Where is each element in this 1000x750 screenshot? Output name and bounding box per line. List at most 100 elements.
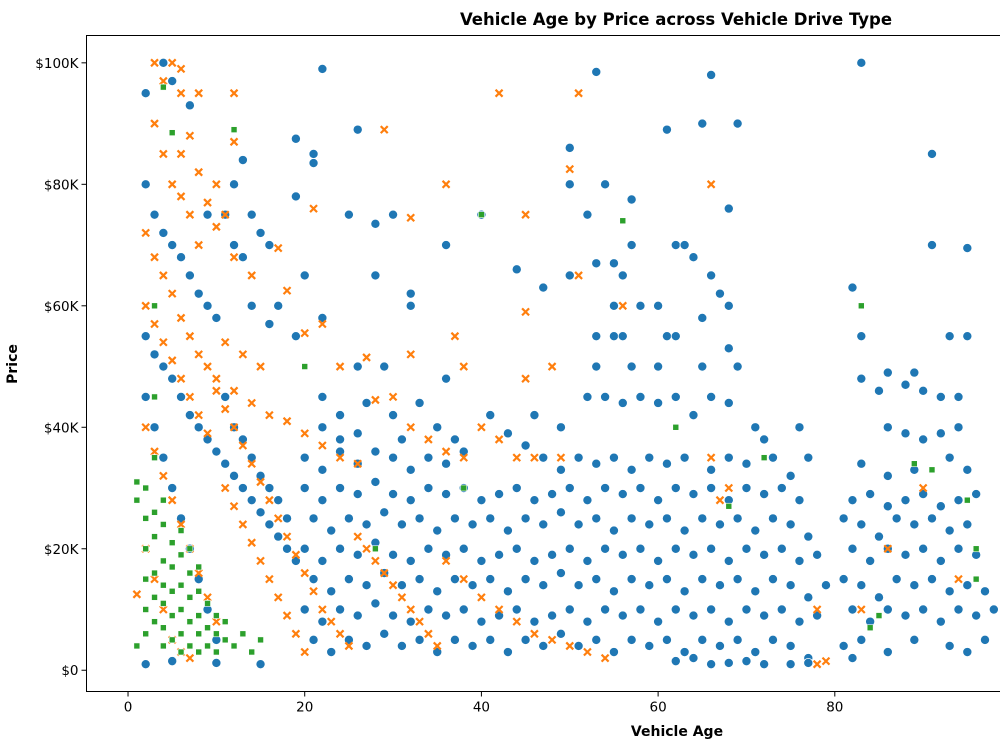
- data-point: [326, 647, 337, 658]
- data-point: [467, 640, 478, 651]
- data-point: [379, 507, 390, 518]
- data-point: [926, 148, 937, 159]
- data-point: [220, 458, 231, 469]
- data-point: [776, 604, 787, 615]
- data-point: [573, 640, 584, 651]
- data-point: [335, 453, 345, 462]
- data-point: [150, 58, 159, 68]
- data-point: [142, 515, 149, 522]
- data-point: [352, 428, 363, 439]
- data-point: [547, 362, 557, 371]
- data-point: [600, 179, 611, 190]
- data-point: [273, 531, 284, 542]
- data-point: [396, 580, 407, 591]
- data-point: [246, 209, 257, 220]
- data-point: [414, 634, 425, 645]
- data-point: [257, 636, 264, 644]
- data-point: [521, 307, 530, 317]
- data-point: [591, 331, 602, 342]
- data-point: [299, 270, 310, 281]
- data-point: [150, 574, 159, 584]
- data-point: [794, 495, 805, 506]
- data-point: [617, 270, 628, 281]
- data-point: [335, 410, 346, 421]
- data-point: [670, 391, 681, 402]
- data-point: [317, 555, 328, 566]
- x-tick-label: 80: [826, 700, 843, 716]
- data-point: [847, 604, 858, 615]
- data-point: [467, 519, 478, 530]
- data-point: [785, 470, 796, 481]
- data-point: [414, 513, 425, 524]
- data-point: [866, 624, 874, 632]
- data-point: [160, 521, 167, 528]
- data-point: [723, 452, 734, 463]
- data-point: [441, 556, 451, 566]
- data-point: [151, 509, 158, 516]
- data-point: [343, 209, 354, 220]
- data-point: [167, 180, 177, 189]
- data-point: [697, 312, 708, 323]
- data-point: [229, 501, 239, 511]
- data-point: [706, 483, 717, 494]
- data-point: [750, 647, 761, 658]
- data-point: [406, 605, 416, 614]
- data-point: [511, 483, 522, 494]
- data-point: [282, 513, 293, 524]
- data-point: [944, 452, 955, 463]
- data-point: [856, 580, 867, 591]
- data-point: [953, 604, 964, 615]
- data-point: [308, 634, 319, 645]
- data-point: [150, 447, 159, 456]
- data-point: [714, 288, 725, 299]
- data-point: [160, 557, 167, 565]
- data-point: [591, 458, 602, 469]
- data-point: [635, 483, 646, 494]
- data-point: [203, 198, 212, 207]
- data-point: [891, 574, 902, 585]
- data-point: [186, 569, 194, 577]
- data-point: [151, 618, 158, 625]
- data-point: [520, 634, 531, 645]
- data-point: [176, 88, 186, 98]
- data-point: [213, 630, 220, 638]
- data-point: [184, 100, 195, 111]
- data-point: [186, 642, 194, 650]
- data-point: [318, 605, 327, 614]
- x-axis-label: Vehicle Age: [631, 724, 723, 740]
- data-point: [759, 549, 770, 560]
- data-point: [290, 133, 301, 144]
- data-point: [706, 453, 716, 462]
- data-point: [962, 580, 973, 591]
- data-point: [672, 423, 680, 431]
- data-point: [194, 167, 203, 177]
- data-point: [361, 640, 372, 651]
- data-point: [573, 452, 584, 463]
- data-point: [308, 574, 319, 585]
- data-point: [935, 501, 946, 512]
- data-point: [971, 489, 982, 500]
- data-point: [564, 604, 575, 615]
- data-point: [873, 592, 884, 603]
- data-point: [361, 519, 372, 530]
- data-point: [626, 513, 637, 524]
- data-point: [529, 616, 540, 627]
- data-point: [396, 519, 407, 530]
- data-point: [547, 635, 557, 645]
- data-point: [723, 300, 734, 311]
- data-point: [150, 319, 159, 329]
- data-point: [785, 580, 796, 591]
- data-point: [388, 580, 398, 590]
- data-point: [865, 555, 876, 566]
- data-point: [626, 464, 637, 475]
- data-point: [619, 217, 627, 225]
- data-point: [247, 459, 256, 468]
- data-point: [732, 634, 743, 645]
- data-point: [847, 543, 858, 554]
- data-point: [767, 634, 778, 645]
- data-point: [670, 543, 681, 554]
- data-point: [140, 391, 151, 402]
- data-point: [785, 640, 796, 651]
- data-point: [530, 453, 539, 462]
- data-point: [372, 545, 379, 553]
